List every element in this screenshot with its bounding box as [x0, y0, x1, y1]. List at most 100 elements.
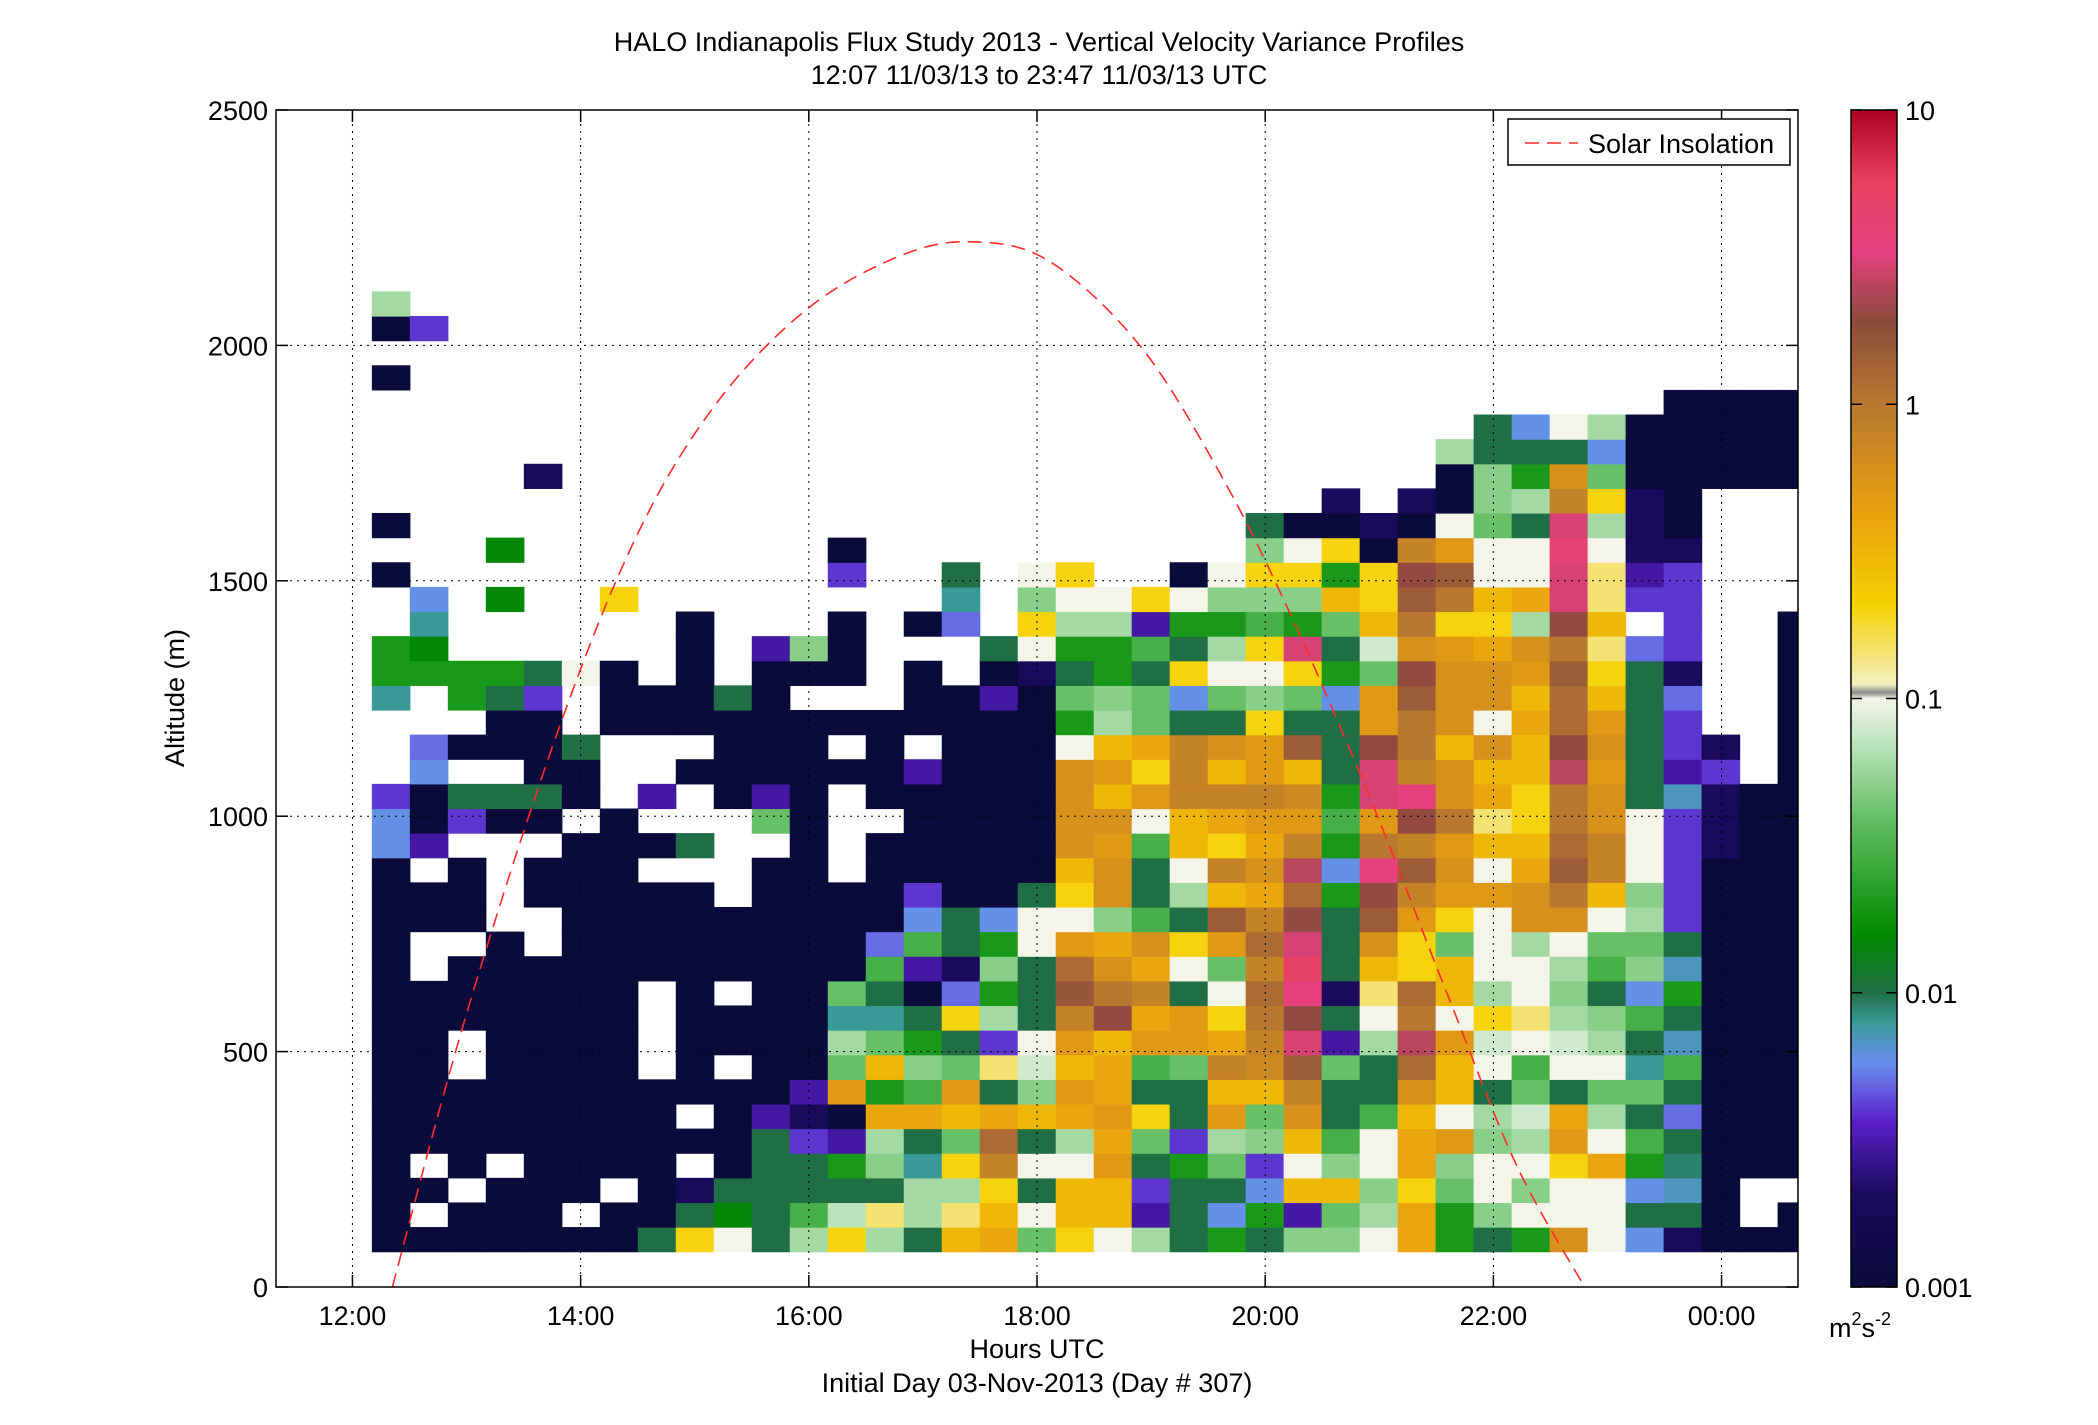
heatmap-cell — [1397, 833, 1437, 859]
heatmap-cell — [1435, 685, 1475, 711]
heatmap-cell — [903, 956, 943, 982]
heatmap-cell — [371, 1054, 411, 1080]
y-tick-label: 0 — [253, 1273, 268, 1303]
heatmap-cell — [485, 1227, 525, 1253]
heatmap-cell — [1055, 906, 1095, 933]
heatmap-cell — [713, 685, 753, 711]
heatmap-cell — [637, 931, 677, 957]
heatmap-cell — [1359, 513, 1399, 539]
heatmap-cell — [1587, 1005, 1627, 1031]
heatmap-cell — [979, 759, 1019, 785]
heatmap-cell — [1587, 513, 1627, 539]
heatmap-cell — [1739, 1103, 1779, 1130]
heatmap-cell — [1701, 931, 1741, 957]
heatmap-cell — [1739, 1054, 1779, 1080]
heatmap-cell — [1663, 759, 1703, 785]
heatmap-cell — [941, 783, 981, 810]
heatmap-cell — [1739, 1079, 1779, 1105]
heatmap-cell — [1283, 611, 1323, 637]
heatmap-cell — [1663, 513, 1703, 539]
heatmap-cell — [1549, 931, 1589, 957]
heatmap-cell — [1321, 1079, 1361, 1105]
heatmap-cell — [941, 734, 981, 760]
heatmap-cell — [1587, 537, 1627, 563]
heatmap-cell — [751, 906, 791, 933]
heatmap-cell — [1816, 981, 1855, 1006]
heatmap-cell — [447, 980, 487, 1007]
heatmap-cell — [1131, 956, 1171, 982]
heatmap-cell — [1625, 931, 1665, 957]
heatmap-cell — [485, 734, 525, 760]
heatmap-cell — [789, 906, 829, 933]
heatmap-cell — [1169, 734, 1209, 760]
heatmap-cell — [1701, 1103, 1741, 1130]
heatmap-cell — [751, 1030, 791, 1056]
heatmap-cell — [1777, 414, 1798, 440]
heatmap-cell — [637, 882, 677, 908]
heatmap-cell — [1816, 464, 1855, 489]
heatmap-cell — [903, 1153, 943, 1179]
heatmap-cell — [1169, 1079, 1209, 1105]
heatmap-cell — [523, 685, 563, 711]
heatmap-cell — [713, 783, 753, 810]
heatmap-cell — [1359, 611, 1399, 637]
heatmap-cell — [1739, 1005, 1779, 1031]
heatmap-cell — [1093, 734, 1133, 760]
heatmap-cell — [371, 980, 411, 1007]
heatmap-cell — [865, 1079, 905, 1105]
heatmap-cell — [1131, 1005, 1171, 1031]
heatmap-cell — [865, 709, 905, 736]
heatmap-cell — [485, 783, 525, 810]
heatmap-cell — [1207, 586, 1247, 613]
heatmap-cell — [1473, 906, 1513, 933]
heatmap-cell — [1816, 685, 1855, 710]
heatmap-cell — [1207, 709, 1247, 736]
heatmap-cell — [599, 1227, 639, 1253]
heatmap-cell — [1283, 537, 1323, 563]
heatmap-cell — [485, 1202, 525, 1228]
heatmap-cell — [371, 956, 411, 982]
heatmap-cell — [1701, 980, 1741, 1007]
heatmap-cell — [675, 833, 715, 859]
heatmap-cell — [371, 882, 411, 908]
heatmap-cell — [713, 1177, 753, 1204]
heatmap-cell — [1663, 1079, 1703, 1105]
heatmap-cell — [523, 783, 563, 810]
heatmap-cell — [409, 1054, 449, 1080]
heatmap-cell — [1816, 784, 1855, 809]
heatmap-cell — [1131, 857, 1171, 883]
heatmap-cell — [1549, 439, 1589, 465]
heatmap-cell — [1511, 414, 1551, 440]
heatmap-cell — [979, 1153, 1019, 1179]
heatmap-cell — [713, 759, 753, 785]
heatmap-cell — [827, 1227, 867, 1253]
heatmap-cell — [371, 562, 411, 588]
heatmap-cell — [1397, 980, 1437, 1007]
heatmap-cell — [941, 980, 981, 1007]
heatmap-cell — [865, 1030, 905, 1056]
heatmap-cell — [1625, 906, 1665, 933]
heatmap-cell — [941, 1128, 981, 1154]
heatmap-cell — [1701, 833, 1741, 859]
chart-title: HALO Indianapolis Flux Study 2013 - Vert… — [614, 27, 1464, 57]
heatmap-cell — [1093, 586, 1133, 613]
heatmap-cell — [751, 1079, 791, 1105]
heatmap-cell — [1625, 734, 1665, 760]
heatmap-cell — [1587, 1054, 1627, 1080]
heatmap-cell — [713, 734, 753, 760]
heatmap-cell — [1093, 980, 1133, 1007]
heatmap-cell — [1283, 1054, 1323, 1080]
heatmap-cell — [1816, 636, 1855, 661]
heatmap-cell — [409, 808, 449, 834]
heatmap-cell — [1701, 1177, 1741, 1204]
heatmap-cell — [1321, 882, 1361, 908]
x-axis-ticks: 12:00 14:00 16:00 18:00 20:00 22:00 00:00 — [319, 110, 1755, 1331]
heatmap-cell — [1397, 685, 1437, 711]
heatmap-cell — [599, 1079, 639, 1105]
heatmap-cell — [1283, 636, 1323, 662]
heatmap-cell — [675, 931, 715, 957]
heatmap-cell — [1169, 759, 1209, 785]
heatmap-cell — [1435, 636, 1475, 662]
heatmap-cell — [1397, 537, 1437, 563]
